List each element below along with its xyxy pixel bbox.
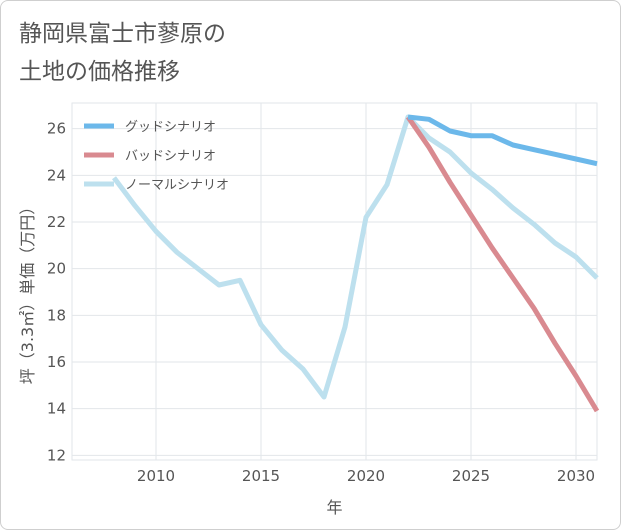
x-axis-label: 年 <box>326 498 342 517</box>
title-line-1: 静岡県富士市蓼原の <box>19 21 226 47</box>
x-tick-label: 2015 <box>242 467 280 485</box>
series-line-0 <box>407 114 598 167</box>
series-line-2 <box>112 114 599 400</box>
y-tick-label: 14 <box>47 400 66 418</box>
legend-label-1: バッドシナリオ <box>125 149 216 164</box>
y-tick-label: 26 <box>47 120 66 138</box>
y-tick-label: 24 <box>47 166 66 184</box>
y-tick-label: 16 <box>47 353 66 371</box>
y-tick-label: 12 <box>47 446 66 464</box>
grid-lines <box>71 102 598 461</box>
y-tick-label: 18 <box>47 306 66 324</box>
x-tick-label: 2025 <box>452 467 490 485</box>
series-lines <box>112 114 600 413</box>
legend-label-0: グッドシナリオ <box>125 120 216 135</box>
y-tick-label: 22 <box>47 213 66 231</box>
x-tick-label: 2020 <box>347 467 385 485</box>
title-line-2: 土地の価格推移 <box>19 59 180 85</box>
series-line-1 <box>405 115 600 413</box>
x-tick-label: 2010 <box>137 467 175 485</box>
chart-title: 静岡県富士市蓼原の 土地の価格推移 <box>19 15 226 91</box>
axes: 2010 2015 2020 2025 2030 12 14 16 18 20 22 24 26 <box>47 120 595 485</box>
y-axis-label: 坪（3.3㎡）単価（万円） <box>18 199 37 384</box>
x-tick-label: 2030 <box>557 467 595 485</box>
plot-frame <box>71 102 598 461</box>
legend-label-2: ノーマルシナリオ <box>125 178 229 193</box>
y-tick-label: 20 <box>47 260 66 278</box>
